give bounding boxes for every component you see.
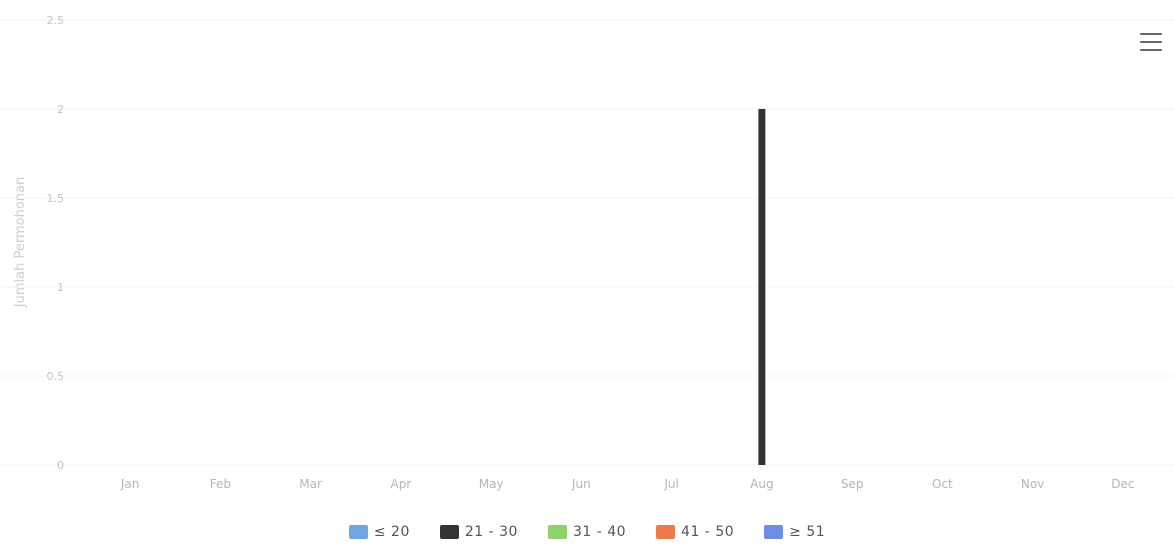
x-tick-label: May <box>479 477 504 491</box>
legend-item[interactable]: ≤ 20 <box>348 524 410 540</box>
y-tick-label: 1 <box>57 281 64 294</box>
grid-lines <box>0 19 1174 466</box>
legend-label: ≥ 51 <box>789 524 826 540</box>
bar[interactable] <box>758 109 766 465</box>
x-tick-label: Jan <box>120 477 140 491</box>
legend-label: 31 - 40 <box>572 524 627 540</box>
x-tick-label: Apr <box>390 477 411 491</box>
x-tick-label: Jul <box>663 477 678 491</box>
y-tick-label: 2.5 <box>47 14 65 27</box>
hamburger-menu-icon <box>1140 33 1162 35</box>
x-tick-label: Mar <box>299 477 322 491</box>
legend-item[interactable]: ≥ 51 <box>764 524 825 540</box>
legend-label: 41 - 50 <box>681 524 735 540</box>
legend-swatch <box>656 525 676 539</box>
y-tick-label: 0 <box>57 459 64 472</box>
y-axis-ticks: 0 0.5 1 1.5 2 2.5 <box>47 14 65 472</box>
x-axis-ticks: Jan Feb Mar Apr May Jun Jul Aug Sep Oct Nov Dec <box>120 477 1135 491</box>
legend-label: 21 - 30 <box>464 524 518 540</box>
x-tick-label: Aug <box>750 477 773 491</box>
x-tick-label: Jun <box>571 477 591 491</box>
chart-menu-button[interactable] <box>1138 30 1164 54</box>
legend-item[interactable]: 41 - 50 <box>656 524 734 540</box>
x-tick-label: Oct <box>932 477 953 491</box>
y-axis-label: Jumlah Permohonan <box>13 177 28 308</box>
bars <box>758 109 766 465</box>
y-tick-label: 0.5 <box>47 370 65 383</box>
legend-swatch <box>348 525 368 539</box>
x-tick-label: Nov <box>1021 477 1044 491</box>
y-tick-label: 1.5 <box>47 192 65 205</box>
x-tick-label: Feb <box>210 477 231 491</box>
hamburger-menu-icon-line <box>1140 41 1162 43</box>
legend: ≤ 20 21 - 30 31 - 40 41 - 50 ≥ 51 <box>0 524 1174 540</box>
x-tick-label: Dec <box>1111 477 1134 491</box>
hamburger-menu-icon-line <box>1140 49 1162 51</box>
legend-swatch <box>439 525 459 539</box>
x-tick-label: Sep <box>841 477 864 491</box>
legend-label: ≤ 20 <box>373 524 410 540</box>
legend-swatch <box>764 525 784 539</box>
legend-item[interactable]: 21 - 30 <box>439 524 518 540</box>
y-tick-label: 2 <box>57 103 64 116</box>
legend-swatch <box>547 525 567 539</box>
legend-item[interactable]: 31 - 40 <box>547 524 627 540</box>
